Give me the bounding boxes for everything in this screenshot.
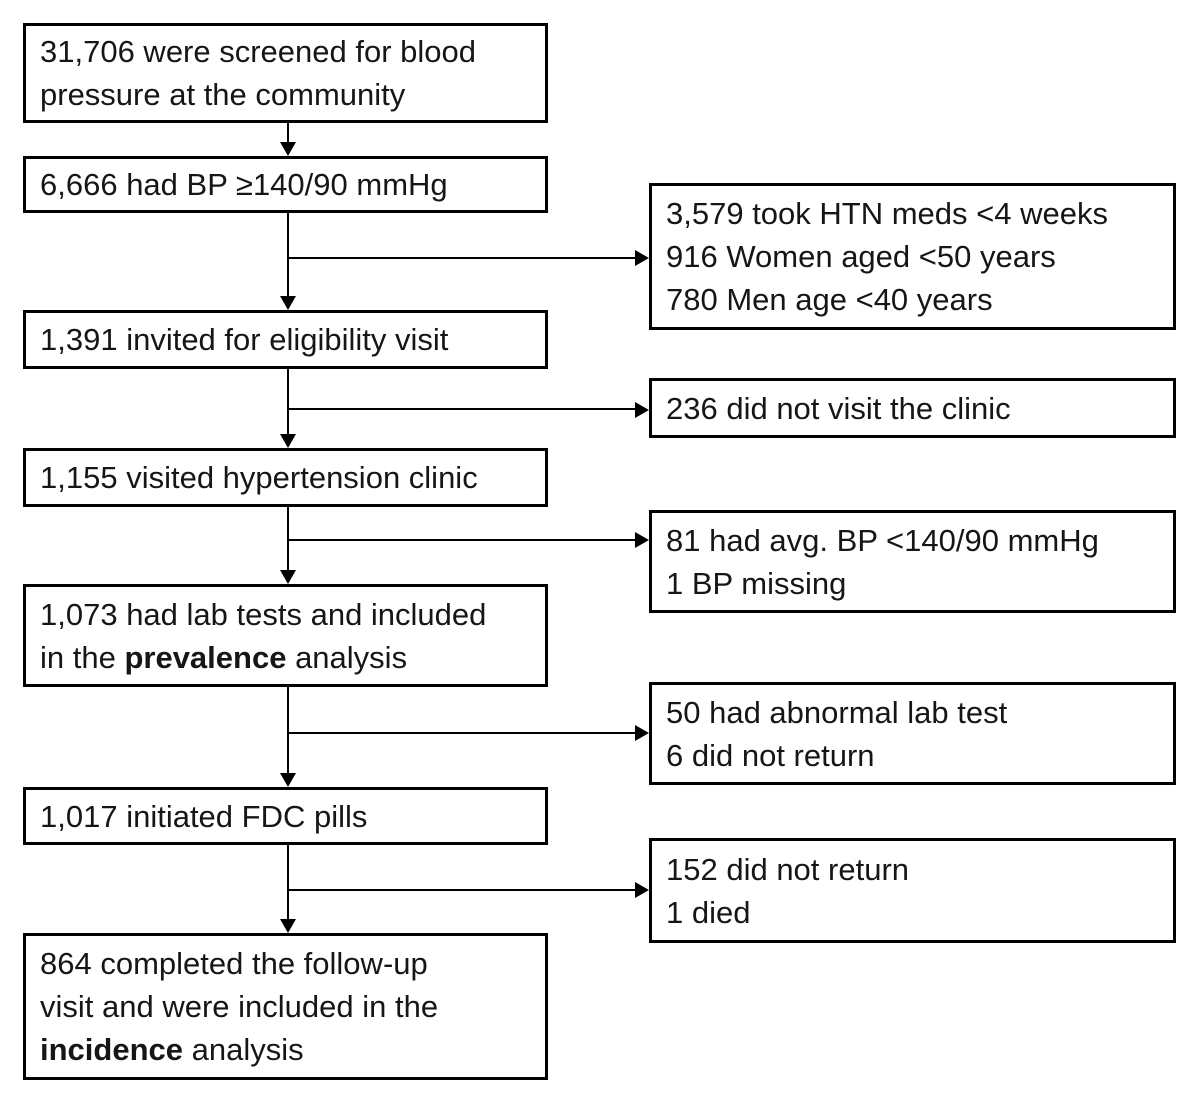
branch-to-bp-below-threshold [288, 539, 635, 541]
text-segment-bold: prevalence [124, 639, 287, 675]
flow-box-text-line: 1 died [666, 891, 1165, 934]
text-segment: 1,391 invited for eligibility visit [40, 322, 449, 357]
text-segment: pressure at the community [40, 77, 406, 112]
text-segment: visit and were included in the [40, 989, 439, 1024]
flow-box-lab-tests-prevalence: 1,073 had lab tests and included in the … [23, 584, 548, 687]
flow-box-visited-clinic: 1,155 visited hypertension clinic [23, 448, 548, 507]
flow-box-bp-below-threshold: 81 had avg. BP <140/90 mmHg 1 BP missing [649, 510, 1176, 613]
flow-box-text-line: 81 had avg. BP <140/90 mmHg [666, 519, 1165, 562]
text-segment: in the [40, 639, 125, 675]
flow-box-screened: 31,706 were screened for blood pressure … [23, 23, 548, 123]
arrowhead-down-icon [280, 296, 296, 310]
text-segment: 1,017 initiated FDC pills [40, 798, 368, 834]
arrowhead-down-icon [280, 570, 296, 584]
text-segment: 1 died [666, 894, 751, 930]
flow-box-text-line: 50 had abnormal lab test [666, 691, 1165, 734]
text-segment: 6,666 had BP ≥140/90 mmHg [40, 167, 448, 202]
flow-box-text-line: 31,706 were screened for blood [40, 30, 537, 73]
branch-to-lost-to-followup [288, 889, 635, 891]
text-segment: 3,579 took HTN meds <4 weeks [666, 196, 1108, 231]
flow-box-completed-followup: 864 completed the follow-up visit and we… [23, 933, 548, 1080]
text-segment: 1,073 had lab tests and included [40, 596, 487, 632]
branch-to-abnormal-lab [288, 732, 635, 734]
arrowhead-right-icon [635, 725, 649, 741]
text-segment: 6 did not return [666, 737, 875, 773]
flow-box-text-line: 3,579 took HTN meds <4 weeks [666, 192, 1165, 235]
text-segment-bold: incidence [40, 1032, 183, 1067]
branch-to-excluded-after-screening [288, 257, 635, 259]
connector-fdc-to-followup [287, 845, 289, 920]
connector-invited-to-visited [287, 369, 289, 435]
text-segment: 50 had abnormal lab test [666, 694, 1008, 730]
arrowhead-down-icon [280, 919, 296, 933]
flow-box-text-line: 1,391 invited for eligibility visit [40, 318, 537, 361]
flow-box-text-line: 1,073 had lab tests and included [40, 593, 537, 636]
flow-box-text-line: 780 Men age <40 years [666, 278, 1165, 321]
flow-box-lost-to-followup: 152 did not return 1 died [649, 838, 1176, 943]
flow-box-text-line: 864 completed the follow-up [40, 942, 537, 985]
flow-box-initiated-fdc: 1,017 initiated FDC pills [23, 787, 548, 845]
flow-box-text-line: 6 did not return [666, 734, 1165, 777]
flow-box-abnormal-lab-or-no-return: 50 had abnormal lab test 6 did not retur… [649, 682, 1176, 785]
flow-box-text-line: 916 Women aged <50 years [666, 235, 1165, 278]
flow-box-text-line: 6,666 had BP ≥140/90 mmHg [40, 163, 537, 206]
text-segment: 1,155 visited hypertension clinic [40, 460, 478, 495]
flow-box-excluded-after-screening: 3,579 took HTN meds <4 weeks 916 Women a… [649, 183, 1176, 330]
arrowhead-down-icon [280, 142, 296, 156]
arrowhead-right-icon [635, 532, 649, 548]
flow-box-text-line: incidence analysis [40, 1028, 537, 1071]
arrowhead-right-icon [635, 402, 649, 418]
text-segment: 864 completed the follow-up [40, 946, 428, 981]
arrowhead-down-icon [280, 773, 296, 787]
flow-box-invited: 1,391 invited for eligibility visit [23, 310, 548, 369]
flow-box-text-line: visit and were included in the [40, 985, 537, 1028]
arrowhead-right-icon [635, 882, 649, 898]
arrowhead-right-icon [635, 250, 649, 266]
flow-box-text-line: pressure at the community [40, 73, 537, 116]
flow-box-did-not-visit-clinic: 236 did not visit the clinic [649, 378, 1176, 438]
flow-box-text-line: 152 did not return [666, 848, 1165, 891]
flow-box-text-line: in the prevalence analysis [40, 636, 537, 679]
flow-box-text-line: 1,155 visited hypertension clinic [40, 456, 537, 499]
text-segment: 81 had avg. BP <140/90 mmHg [666, 522, 1099, 558]
connector-labtests-to-fdc [287, 687, 289, 774]
branch-to-did-not-visit [288, 408, 635, 410]
text-segment: 236 did not visit the clinic [666, 390, 1011, 426]
flow-box-text-line: 236 did not visit the clinic [666, 387, 1165, 430]
text-segment: 780 Men age <40 years [666, 282, 993, 317]
text-segment: analysis [183, 1032, 304, 1067]
connector-elevated-to-invited [287, 213, 289, 297]
text-segment: analysis [286, 639, 408, 675]
flow-box-text-line: 1,017 initiated FDC pills [40, 795, 537, 838]
arrowhead-down-icon [280, 434, 296, 448]
flow-box-text-line: 1 BP missing [666, 562, 1165, 605]
flow-box-elevated-bp: 6,666 had BP ≥140/90 mmHg [23, 156, 548, 213]
text-segment: 152 did not return [666, 851, 910, 887]
text-segment: 1 BP missing [666, 565, 847, 601]
text-segment: 916 Women aged <50 years [666, 239, 1056, 274]
text-segment: 31,706 were screened for blood [40, 34, 477, 69]
connector-screened-to-elevated [287, 123, 289, 143]
